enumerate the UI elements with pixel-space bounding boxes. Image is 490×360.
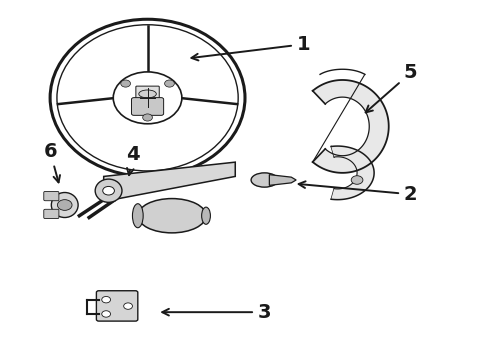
Ellipse shape <box>51 193 78 217</box>
FancyBboxPatch shape <box>44 192 59 201</box>
Ellipse shape <box>202 207 210 224</box>
Text: 5: 5 <box>366 63 417 112</box>
Circle shape <box>102 311 111 317</box>
Polygon shape <box>270 175 296 185</box>
Circle shape <box>351 176 363 184</box>
Circle shape <box>103 186 115 195</box>
Circle shape <box>123 303 132 309</box>
Polygon shape <box>313 80 389 173</box>
Ellipse shape <box>113 72 182 124</box>
Circle shape <box>121 80 130 87</box>
Ellipse shape <box>139 103 156 112</box>
Text: 6: 6 <box>43 142 60 183</box>
Ellipse shape <box>139 90 156 98</box>
FancyBboxPatch shape <box>44 209 59 219</box>
Text: 3: 3 <box>162 303 271 322</box>
Circle shape <box>143 114 152 121</box>
Ellipse shape <box>138 199 206 233</box>
Text: 2: 2 <box>298 181 417 204</box>
Circle shape <box>57 200 72 210</box>
Polygon shape <box>104 162 235 202</box>
Ellipse shape <box>251 173 278 187</box>
Polygon shape <box>331 146 374 200</box>
Ellipse shape <box>95 179 122 202</box>
FancyBboxPatch shape <box>97 291 138 321</box>
FancyBboxPatch shape <box>136 86 159 109</box>
FancyBboxPatch shape <box>131 98 164 115</box>
Ellipse shape <box>132 204 143 228</box>
Circle shape <box>102 296 111 303</box>
Text: 4: 4 <box>126 145 140 175</box>
Text: 1: 1 <box>192 35 310 60</box>
Circle shape <box>165 80 174 87</box>
